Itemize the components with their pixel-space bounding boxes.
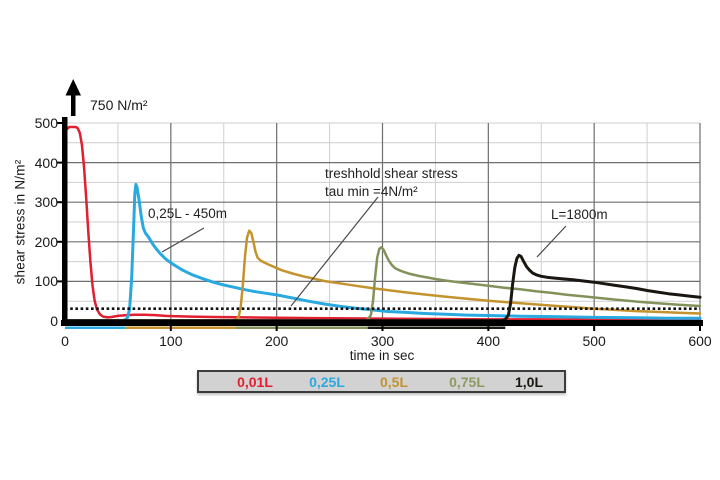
- baseline-strip-0,5L: [125, 326, 236, 329]
- y-tick-label: 0: [50, 313, 58, 329]
- legend-item-10L: 1,0L: [514, 373, 544, 390]
- x-tick-label: 400: [476, 333, 501, 349]
- x-tick-label: 100: [159, 333, 183, 349]
- series-curve-0,25L: [63, 182, 702, 323]
- y-tick-label: 200: [34, 233, 58, 250]
- x-tick-label: 600: [688, 333, 712, 349]
- baseline-strip-0,25L: [65, 326, 126, 329]
- legend-item-075L: 0,75L: [449, 373, 485, 390]
- y-tick-label: 400: [34, 154, 58, 171]
- baseline-strip-0,75L: [235, 326, 368, 329]
- x-axis-label: time in sec: [349, 348, 415, 363]
- y-tick-label: 500: [34, 115, 58, 131]
- leader-line-1800m: [536, 225, 567, 258]
- series-curve-0,01L: [63, 125, 702, 322]
- annotation-threshold: treshhold shear stress tau min =4N/m²: [325, 165, 458, 201]
- series-curve-0,75L: [63, 246, 702, 322]
- series-curve-1,0L: [63, 253, 702, 323]
- legend: 0,01L 0,25L 0,5L 0,75L 1,0L: [197, 370, 566, 393]
- y-tick-label: 100: [34, 273, 58, 290]
- x-tick-label: 0: [61, 333, 69, 349]
- up-arrow-icon: [71, 92, 76, 116]
- annotation-threshold-line1: treshhold shear stress: [325, 166, 458, 181]
- y-tick-label: 300: [34, 194, 58, 211]
- y-axis-label: shear stress in N/m²: [12, 159, 28, 285]
- leader-line-025L: [161, 227, 205, 253]
- x-tick-label: 200: [264, 333, 289, 349]
- up-arrow-head-icon: [65, 79, 81, 96]
- y-axis-line: [62, 117, 68, 326]
- legend-item-001L: 0,01L: [237, 373, 273, 390]
- legend-item-025L: 0,25L: [309, 373, 345, 390]
- x-tick-label: 500: [582, 333, 606, 349]
- x-axis-line: [61, 320, 703, 326]
- baseline-strip-1,0L: [367, 326, 506, 329]
- annotation-L1800m: L=1800m: [551, 207, 608, 222]
- annotation-025L-450m: 0,25L - 450m: [148, 206, 228, 221]
- leader-line-threshold: [290, 196, 379, 307]
- offscale-arrow-label: 750 N/m²: [90, 97, 148, 113]
- series-curve-0,5L: [63, 229, 702, 322]
- x-tick-label: 300: [370, 333, 395, 349]
- annotation-threshold-line2: tau min =4N/m²: [325, 184, 418, 200]
- legend-item-05L: 0,5L: [379, 373, 409, 390]
